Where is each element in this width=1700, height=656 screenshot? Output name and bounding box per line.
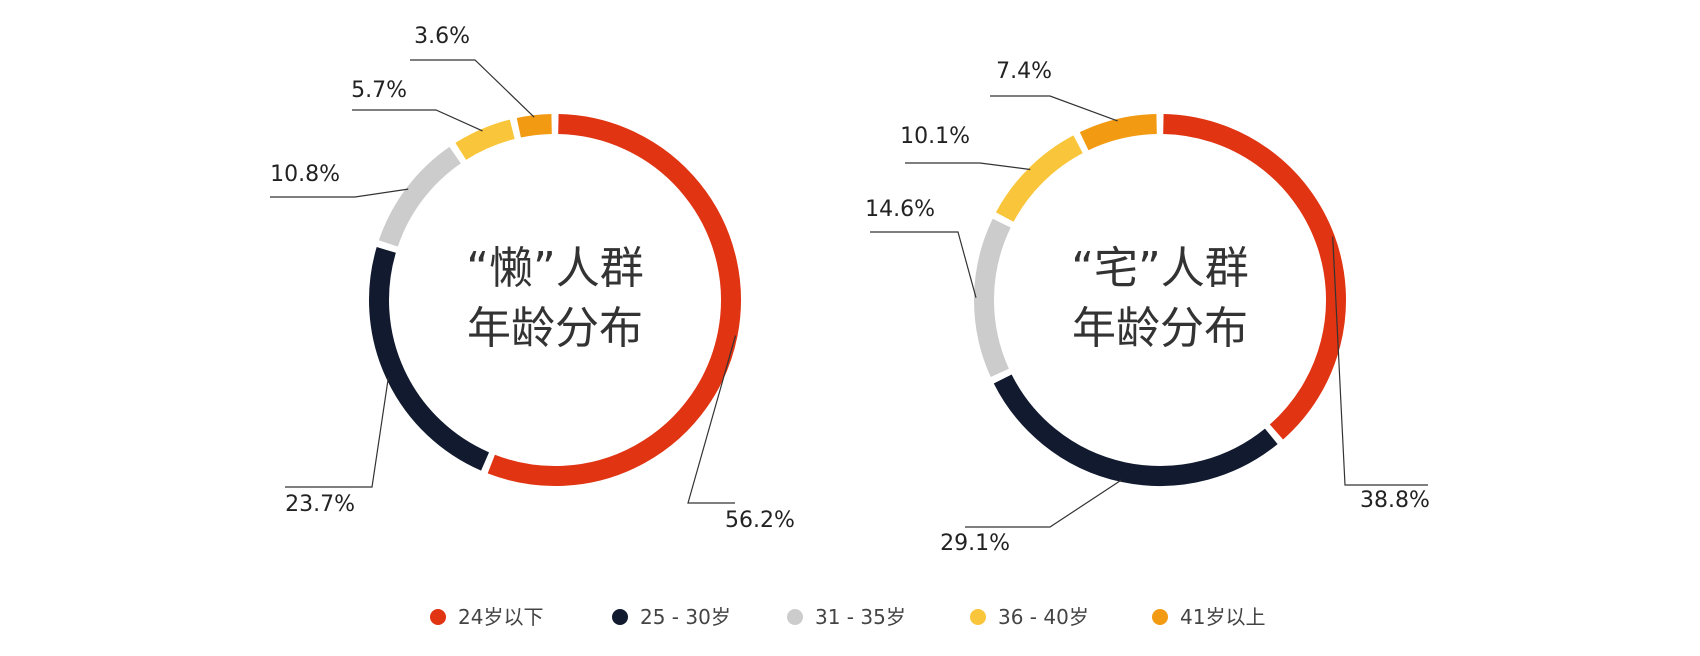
chart-title-line-2: 年龄分布 <box>1072 303 1248 354</box>
percent-label-4: 5.7% <box>351 78 407 103</box>
legend-label-1: 24岁以下 <box>458 605 543 629</box>
leader-line-3 <box>270 188 409 198</box>
leader-line-4 <box>352 109 483 132</box>
percent-label-5: 3.6% <box>414 24 470 49</box>
chart-title-line-1: “懒”人群 <box>466 243 644 294</box>
donut-slice-3 <box>974 218 1011 378</box>
leader-line-5 <box>990 95 1118 122</box>
donut-slice-4 <box>455 119 515 160</box>
donut-slice-1 <box>487 114 741 486</box>
donut-slice-2 <box>369 247 490 471</box>
leader-line-2 <box>285 377 389 488</box>
legend-swatch-3 <box>787 609 803 625</box>
percent-label-2: 23.7% <box>285 492 355 517</box>
chart-title-line-1: “宅”人群 <box>1071 243 1249 294</box>
legend-swatch-2 <box>612 609 628 625</box>
legend-swatch-4 <box>970 609 986 625</box>
donut-slice-5 <box>1079 114 1158 151</box>
percent-label-3: 10.8% <box>270 162 340 187</box>
chart-title-line-2: 年龄分布 <box>467 303 643 354</box>
donut-slice-1 <box>1163 114 1346 440</box>
percent-label-4: 10.1% <box>900 124 970 149</box>
legend: 24岁以下 25 - 30岁 31 - 35岁 36 - 40岁 41岁以上 <box>430 605 1265 629</box>
percent-label-1: 38.8% <box>1360 488 1430 513</box>
legend-label-4: 36 - 40岁 <box>998 605 1089 629</box>
legend-label-5: 41岁以上 <box>1180 605 1265 629</box>
leader-line-2 <box>965 479 1122 528</box>
donut-slice-2 <box>993 374 1278 486</box>
legend-swatch-1 <box>430 609 446 625</box>
donut-slice-4 <box>995 135 1083 222</box>
legend-swatch-5 <box>1152 609 1168 625</box>
leader-line-5 <box>410 59 535 118</box>
legend-label-2: 25 - 30岁 <box>640 605 731 629</box>
percent-label-3: 14.6% <box>865 197 935 222</box>
donut-slice-5 <box>516 114 553 138</box>
donut-slice-3 <box>378 146 461 247</box>
legend-label-3: 31 - 35岁 <box>815 605 906 629</box>
percent-label-1: 56.2% <box>725 508 795 533</box>
leader-line-3 <box>870 231 977 298</box>
leader-line-4 <box>905 162 1031 171</box>
percent-label-5: 7.4% <box>996 59 1052 84</box>
leader-line-1 <box>1332 236 1428 486</box>
percent-label-2: 29.1% <box>940 531 1010 556</box>
leader-line-1 <box>687 335 737 504</box>
